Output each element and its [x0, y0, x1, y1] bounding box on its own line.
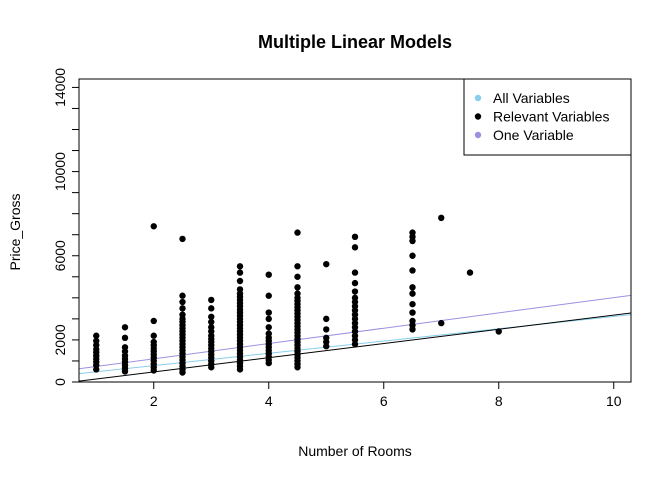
data-point	[351, 244, 359, 251]
data-point	[265, 271, 272, 278]
data-point	[438, 214, 445, 222]
data-point	[265, 292, 272, 299]
legend: All Variables Relevant Variables One Varia…	[463, 78, 632, 156]
data-point	[294, 229, 301, 236]
data-point	[236, 286, 244, 293]
data-point	[351, 279, 359, 287]
data-point	[179, 298, 186, 306]
y-axis: 0 2000 6000 10000 14000	[52, 68, 79, 386]
data-point	[351, 233, 359, 241]
y-axis-label: Price_Gross	[7, 193, 23, 270]
legend-label: One Variable	[493, 127, 574, 143]
chart-title: Multiple Linear Models	[258, 32, 452, 52]
data-point	[208, 305, 215, 312]
data-point	[150, 332, 157, 339]
data-point	[208, 313, 215, 320]
x-tick-label: 6	[380, 393, 388, 409]
data-point	[265, 309, 272, 316]
data-point	[150, 223, 157, 230]
data-point	[150, 317, 157, 325]
data-point	[121, 324, 129, 331]
data-point	[409, 317, 416, 325]
x-tick-label: 8	[495, 393, 503, 409]
data-point	[323, 334, 330, 342]
x-axis: 2 4 6 8 10	[150, 382, 622, 409]
legend-label: All Variables	[493, 90, 570, 106]
y-tick-label: 2000	[52, 324, 68, 355]
data-point	[409, 300, 416, 308]
data-point	[179, 235, 186, 243]
data-points	[93, 214, 502, 376]
data-point	[208, 324, 215, 331]
y-tick-label: 14000	[52, 68, 68, 107]
data-point	[265, 330, 272, 337]
data-point	[150, 338, 157, 346]
data-point	[236, 269, 244, 276]
legend-marker	[474, 113, 482, 120]
data-point	[265, 315, 272, 323]
data-point	[294, 273, 301, 280]
data-point	[294, 284, 301, 291]
data-point	[409, 267, 416, 274]
data-point	[236, 277, 244, 285]
y-tick-label: 6000	[52, 240, 68, 271]
data-point	[294, 290, 301, 297]
data-point	[208, 296, 215, 304]
data-point	[409, 252, 416, 259]
plot-layer	[79, 214, 631, 382]
y-tick-label: 0	[52, 378, 68, 386]
data-point	[179, 292, 186, 299]
data-point	[121, 344, 129, 351]
data-point	[121, 334, 129, 342]
data-point	[323, 315, 330, 323]
data-point	[409, 309, 416, 316]
data-point	[179, 311, 186, 318]
data-point	[409, 290, 416, 297]
legend-label: Relevant Variables	[493, 109, 609, 125]
x-tick-label: 4	[265, 393, 273, 409]
data-point	[236, 263, 244, 270]
plot-frame	[78, 78, 632, 383]
data-point	[265, 324, 272, 331]
data-point	[294, 263, 301, 270]
data-point	[93, 337, 100, 345]
data-point	[495, 328, 502, 335]
data-point	[323, 260, 330, 268]
data-point	[323, 326, 330, 333]
x-tick-label: 10	[606, 393, 622, 409]
data-point	[409, 229, 416, 236]
legend-box	[463, 78, 632, 156]
x-axis-label: Number of Rooms	[298, 443, 412, 459]
data-point	[409, 284, 416, 291]
data-point	[351, 269, 359, 276]
data-point	[466, 269, 474, 276]
x-tick-label: 2	[150, 393, 158, 409]
legend-marker	[474, 131, 482, 139]
data-point	[351, 288, 359, 295]
data-point	[208, 318, 215, 326]
data-point	[438, 319, 445, 327]
data-point	[351, 294, 359, 302]
y-tick-label: 10000	[52, 152, 68, 191]
data-point	[179, 305, 186, 312]
legend-marker	[474, 94, 482, 102]
data-point	[93, 332, 100, 339]
